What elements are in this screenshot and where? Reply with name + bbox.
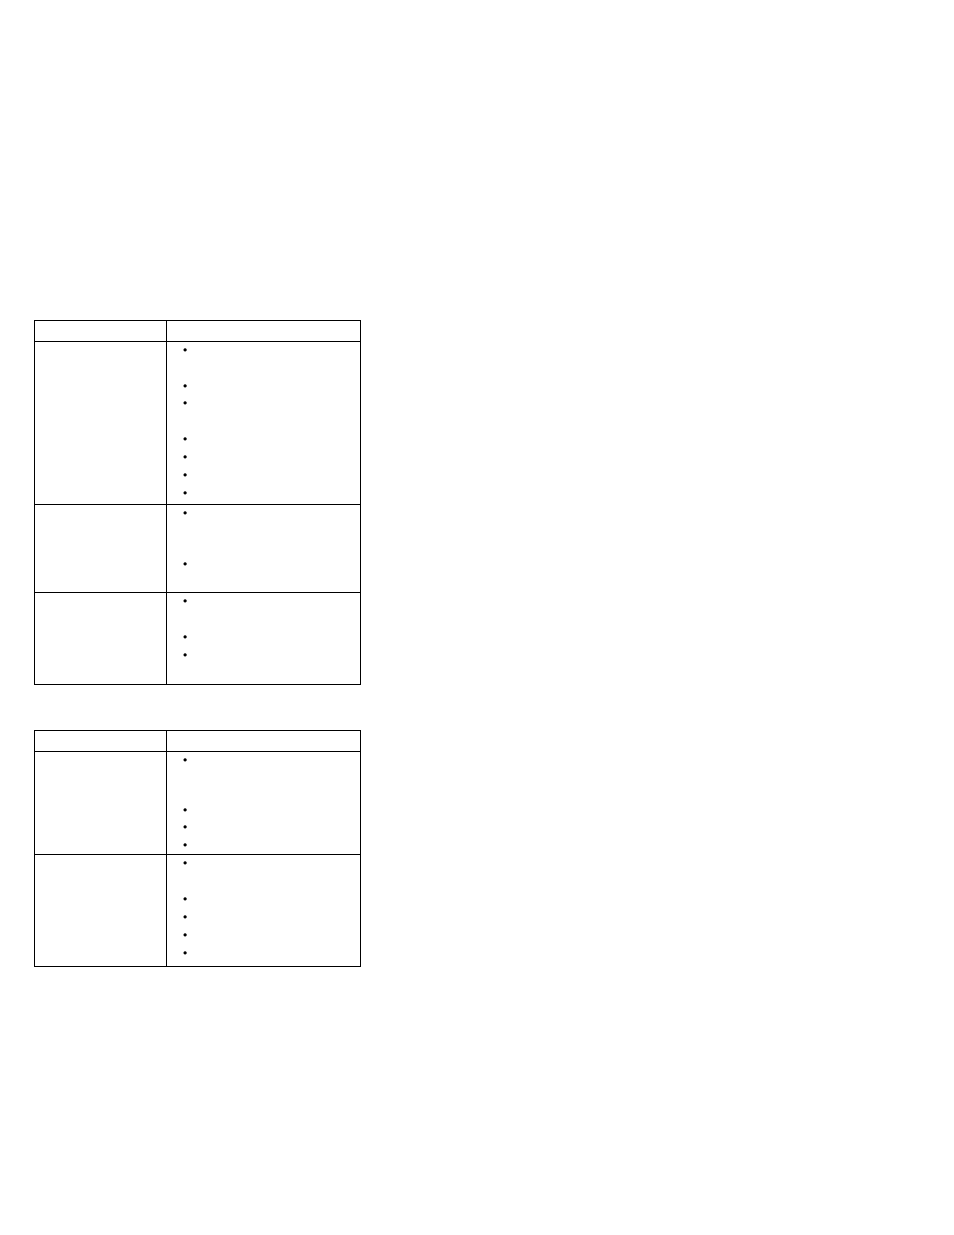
bullet-item: • [167, 909, 360, 927]
bullet-item: • [167, 837, 360, 854]
bullet-dot-icon: • [183, 927, 187, 943]
bullet-item: • [167, 945, 360, 966]
bullet-dot-icon: • [183, 629, 187, 645]
bullet-item: • [167, 342, 360, 378]
bullet-list: •••• [167, 752, 360, 854]
bullet-dot-icon: • [183, 909, 187, 925]
bullet-dot-icon: • [183, 467, 187, 483]
bullet-list: •• [167, 505, 360, 592]
bullet-item: • [167, 431, 360, 449]
bullet-item: • [167, 593, 360, 629]
bullet-list: • • • [167, 593, 360, 684]
bullet-item: • [167, 855, 360, 891]
bullet-item: • [167, 449, 360, 467]
bullet-dot-icon: • [183, 647, 187, 663]
table-header-cell [35, 321, 167, 342]
bullet-dot-icon: • [183, 802, 187, 818]
table-cell-left [35, 593, 167, 685]
table-row: •••• [35, 752, 361, 855]
table-cell-right: ••••••• [167, 342, 361, 505]
table-row: • • • • • [35, 855, 361, 967]
bullet-item: • [167, 629, 360, 647]
bullet-item: • [167, 556, 360, 592]
bullet-item: • [167, 647, 360, 684]
bullet-item: • [167, 927, 360, 945]
bullet-item: • [167, 752, 360, 802]
bullet-dot-icon: • [183, 449, 187, 465]
bullet-item: • [167, 505, 360, 556]
table-1: •••••••••••• [34, 320, 361, 685]
table-cell-left [35, 752, 167, 855]
bullet-dot-icon: • [183, 556, 187, 572]
table-header-cell [167, 731, 361, 752]
bullet-dot-icon: • [183, 485, 187, 501]
table-cell-left [35, 855, 167, 967]
bullet-dot-icon: • [183, 342, 187, 358]
bullet-item: • [167, 485, 360, 504]
bullet-dot-icon: • [183, 378, 187, 394]
table-cell-left [35, 342, 167, 505]
bullet-dot-icon: • [183, 752, 187, 768]
table-cell-right: • • • [167, 593, 361, 685]
bullet-list: ••••••• [167, 342, 360, 504]
table-cell-right: •• [167, 505, 361, 593]
bullet-item: • [167, 467, 360, 485]
table-row: ••••••• [35, 342, 361, 505]
bullet-list: • • • • • [167, 855, 360, 966]
bullet-dot-icon: • [183, 855, 187, 871]
table-header-row [35, 731, 361, 752]
bullet-item: • [167, 378, 360, 395]
bullet-dot-icon: • [183, 395, 187, 411]
bullet-item: • [167, 819, 360, 837]
table-cell-right: •••• [167, 752, 361, 855]
bullet-dot-icon: • [183, 819, 187, 835]
table-header-cell [167, 321, 361, 342]
document-page: ••••••••••••••••••••• [0, 0, 954, 1235]
table-header-row [35, 321, 361, 342]
table-cell-left [35, 505, 167, 593]
bullet-item: • [167, 395, 360, 431]
bullet-dot-icon: • [183, 593, 187, 609]
bullet-dot-icon: • [183, 945, 187, 961]
table-row: • • • [35, 593, 361, 685]
table-header-cell [35, 731, 167, 752]
table-cell-right: • • • • • [167, 855, 361, 967]
bullet-item: • [167, 802, 360, 819]
table-row: •• [35, 505, 361, 593]
table-2: ••••••••• [34, 730, 361, 967]
bullet-dot-icon: • [183, 891, 187, 907]
bullet-dot-icon: • [183, 431, 187, 447]
bullet-dot-icon: • [183, 837, 187, 853]
bullet-item: • [167, 891, 360, 909]
bullet-dot-icon: • [183, 505, 187, 521]
